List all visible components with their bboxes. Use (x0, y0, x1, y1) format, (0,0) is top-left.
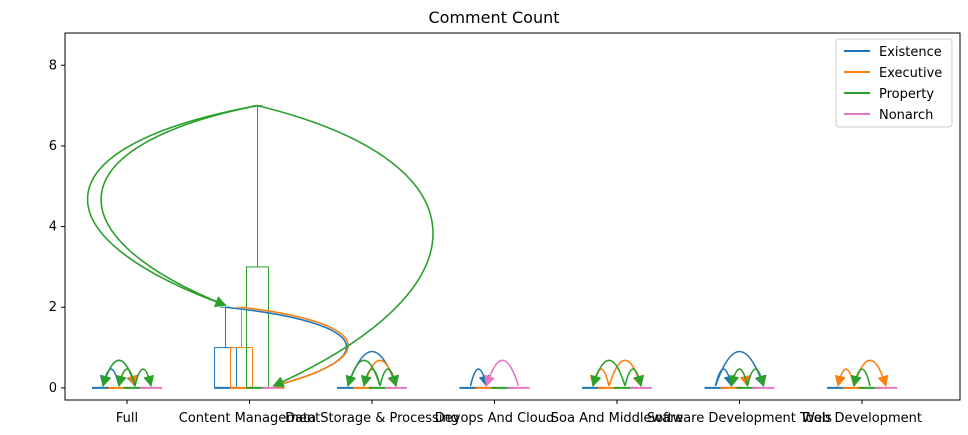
box-body (214, 347, 237, 389)
legend-label: Executive (879, 66, 942, 81)
annotation-arrow (100, 104, 258, 307)
annotation-arrow (746, 368, 767, 387)
x-tick-label: Web Development (802, 411, 922, 426)
annotation-arrow (834, 368, 855, 387)
y-tick-label: 6 (49, 139, 57, 154)
x-tick-label: Full (116, 411, 138, 426)
y-tick-label: 8 (49, 58, 57, 73)
legend-label: Nonarch (879, 108, 933, 123)
annotation-arrow (850, 368, 871, 387)
plot-frame (64, 32, 961, 401)
legend-label: Property (879, 87, 934, 102)
x-tick-label: Data Storage & Processing (285, 411, 459, 426)
legend-label: Existence (879, 45, 942, 60)
box-executive (230, 306, 253, 389)
y-tick-label: 4 (49, 220, 57, 235)
x-tick-label: Devops And Cloud (435, 411, 554, 426)
x-tick-label: Soa And Middleware (551, 411, 683, 426)
annotation-arrow (241, 306, 349, 389)
legend-frame (835, 38, 953, 128)
box-property (246, 105, 269, 389)
box-body (246, 266, 269, 389)
annotation-arrow (714, 350, 766, 387)
y-tick-label: 2 (49, 300, 57, 315)
annotation-arrow (86, 104, 258, 308)
annotation-arrow (469, 368, 490, 387)
annotation-arrow (360, 368, 381, 387)
annotation-arrow (225, 306, 348, 389)
annotation-arrow (379, 368, 400, 387)
annotation-arrow (624, 368, 645, 387)
annotation-arrow (134, 368, 155, 387)
annotation-arrow (115, 368, 136, 387)
annotation-arrow (590, 359, 626, 387)
legend: Existence Executive Property Nonarch (835, 38, 953, 128)
box-body (230, 347, 253, 389)
x-tick-label: Software Development Tools (647, 411, 832, 426)
chart-title: Comment Count (429, 8, 560, 27)
x-tick-label: Content Management (179, 411, 320, 426)
annotation-arrow (728, 368, 749, 387)
annotation-arrow (484, 359, 520, 387)
y-tick-label: 0 (49, 381, 57, 396)
annotation-arrow (257, 104, 434, 387)
